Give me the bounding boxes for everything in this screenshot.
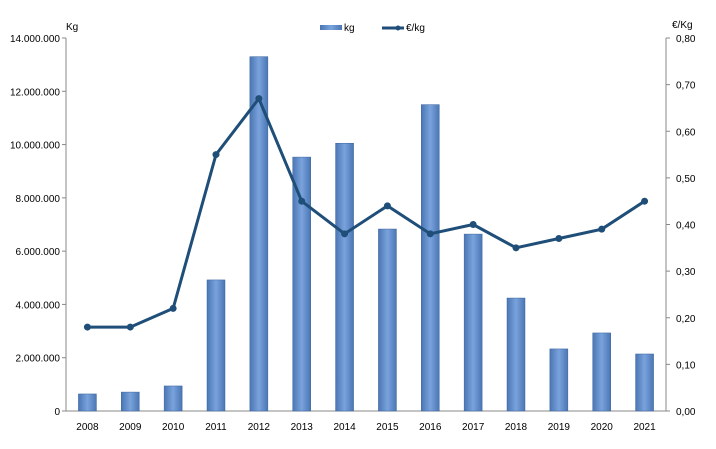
legend-kg-swatch — [320, 25, 342, 30]
legend-price-label: €/kg — [406, 23, 425, 34]
x-tick-label: 2015 — [376, 422, 399, 433]
bar — [592, 332, 611, 412]
line-point — [555, 234, 563, 242]
bar — [421, 104, 440, 412]
legend-kg-label: kg — [344, 23, 355, 34]
bar — [378, 228, 397, 412]
x-tick-label: 2012 — [248, 422, 271, 433]
line-point — [255, 95, 263, 103]
bar — [506, 297, 526, 412]
y2-tick-label: 0,60 — [676, 127, 696, 138]
line-point — [169, 304, 177, 312]
bar — [121, 391, 140, 412]
price-line — [87, 95, 646, 329]
y2-tick-label: 0,00 — [676, 407, 696, 418]
x-tick-label: 2020 — [591, 422, 614, 433]
y-tick-label: 8.000.000 — [16, 194, 61, 205]
line-point — [598, 225, 606, 233]
line-point — [83, 323, 91, 331]
bar — [292, 156, 311, 412]
y-tick-label: 4.000.000 — [16, 300, 61, 311]
line-point — [341, 230, 349, 238]
bar — [463, 233, 483, 412]
line-point — [469, 221, 477, 228]
x-tick-label: 2010 — [162, 422, 185, 433]
y2-tick-label: 0,40 — [676, 221, 696, 232]
legend-price-marker — [395, 25, 401, 31]
bar — [249, 56, 269, 412]
y2-tick-label: 0,70 — [676, 81, 696, 92]
line-point — [212, 151, 220, 159]
y-tick-label: 12.000.000 — [10, 87, 60, 98]
x-tick-label: 2021 — [633, 422, 656, 433]
bar — [635, 353, 654, 412]
y-tick-label: 6.000.000 — [16, 247, 61, 258]
line-point — [512, 244, 520, 252]
x-tick-label: 2013 — [291, 422, 314, 433]
bar — [163, 385, 183, 412]
y2-tick-label: 0,30 — [676, 267, 696, 278]
bar — [335, 142, 354, 412]
line-point — [126, 323, 134, 331]
x-tick-label: 2014 — [333, 422, 356, 433]
x-tick-label: 2019 — [548, 422, 571, 433]
x-tick-label: 2017 — [462, 422, 485, 433]
y2-tick-label: 0,10 — [676, 360, 696, 371]
x-tick-label: 2016 — [419, 422, 442, 433]
x-tick-label: 2011 — [205, 422, 227, 433]
line-point — [641, 197, 649, 205]
y-tick-label: 10.000.000 — [10, 141, 60, 152]
y2-axis-label: €/Kg — [672, 20, 693, 31]
line-point — [298, 197, 306, 205]
x-tick-label: 2008 — [76, 422, 99, 433]
bar — [206, 279, 226, 412]
y-axis-label: Kg — [66, 22, 78, 33]
y2-tick-label: 0,80 — [676, 34, 696, 45]
bar — [549, 348, 569, 412]
y2-tick-label: 0,50 — [676, 174, 696, 185]
x-tick-label: 2018 — [505, 422, 528, 433]
y-tick-label: 2.000.000 — [16, 354, 61, 365]
y2-tick-label: 0,20 — [676, 314, 696, 325]
line-point — [426, 230, 434, 238]
y-tick-label: 14.000.000 — [10, 34, 60, 45]
x-tick-label: 2009 — [119, 422, 142, 433]
bar — [78, 393, 97, 412]
line-point — [383, 202, 391, 210]
y-tick-label: 0 — [54, 407, 60, 418]
